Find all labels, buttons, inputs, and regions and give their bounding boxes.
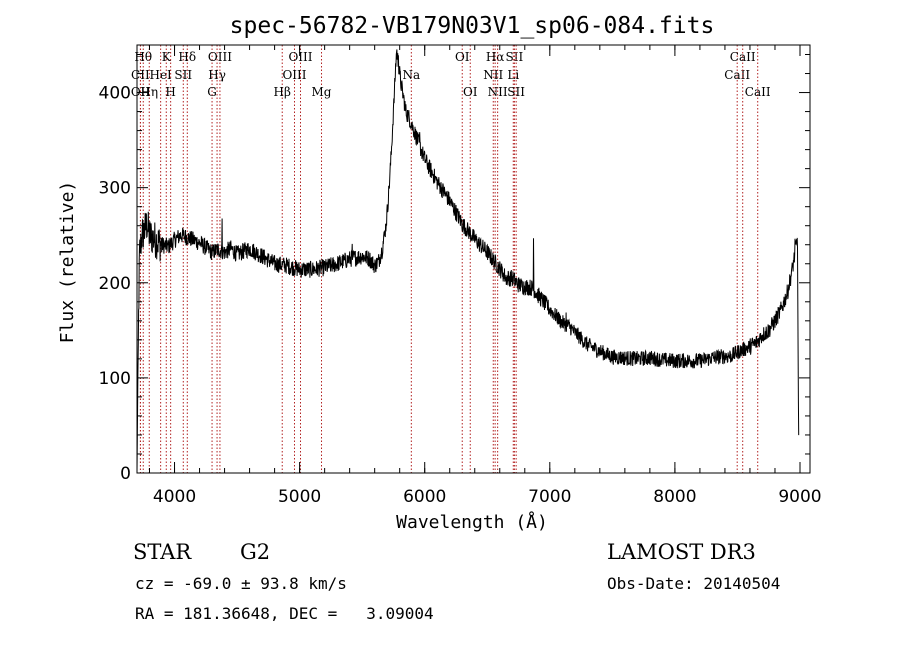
y-tick-label: 300 [99,179,131,199]
line-marker-label: Hη [140,85,158,99]
line-marker-label: K [162,50,172,64]
subclass-label: G2 [240,540,270,564]
line-marker-label: Hδ [178,50,196,64]
line-marker-label: OII [131,85,151,99]
y-tick-label: 0 [120,464,131,484]
spectrum-line-group [137,49,800,473]
x-tick-label: 6000 [403,487,446,507]
y-tick-label: 100 [99,369,131,389]
line-marker-label: OIII [282,68,306,82]
x-tick-label: 7000 [528,487,571,507]
x-tick-label: 4000 [153,487,196,507]
line-marker-label: CaII [745,85,771,99]
line-marker-label: SII [507,85,525,99]
y-axis-title: Flux (relative) [57,181,78,344]
line-marker-label: Li [507,68,519,82]
line-marker-label: Mg [312,85,332,99]
line-marker-label: NII [483,68,503,82]
line-marker-label: CII [131,68,150,82]
survey-label: LAMOST DR3 [607,540,756,564]
axis-ticks: 4000 5000 6000 7000 8000 9000 0 100 200 300 400 [99,45,822,507]
line-marker-label: HeI [149,68,172,82]
observation-date: Obs-Date: 20140504 [607,574,780,593]
chart-title: spec-56782-VB179N03V1_sp06-084.fits [230,13,715,39]
x-tick-label: 5000 [278,487,321,507]
line-marker-label: CaII [730,50,756,64]
line-marker-label: Hα [486,50,505,64]
line-marker-label: OI [463,85,478,99]
line-marker-label: H [165,85,175,99]
line-marker-label: G [207,85,217,99]
line-marker-label: CaII [724,68,750,82]
line-marker-label: Hβ [274,85,291,99]
line-marker-label: OI [455,50,470,64]
y-tick-label: 200 [99,274,131,294]
spectrum-line [137,49,800,473]
y-tick-label: 400 [99,84,131,104]
line-marker-label: Hθ [134,50,152,64]
line-marker-label: Na [403,68,421,82]
sky-coordinates: RA = 181.36648, DEC = 3.09004 [135,604,434,623]
line-marker-label: SII [174,68,192,82]
line-marker-label: OIII [208,50,232,64]
x-tick-label: 8000 [653,487,696,507]
x-axis-title: Wavelength (Å) [396,511,548,533]
line-marker-label: SII [506,50,524,64]
object-type-label: STAR [133,540,192,564]
line-marker-label: Hγ [208,68,226,82]
x-tick-label: 9000 [778,487,821,507]
plot-frame [136,44,811,474]
line-marker-label: OIII [288,50,312,64]
line-marker-label: NII [488,85,508,99]
redshift-velocity: cz = -69.0 ± 93.8 km/s [135,574,347,593]
